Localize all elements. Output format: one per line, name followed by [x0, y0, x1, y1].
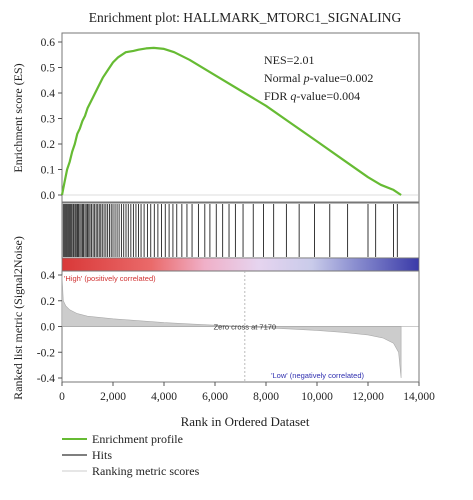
rank-color-bar — [61, 257, 420, 272]
es-y-tick-label: 0.1 — [41, 165, 56, 177]
x-axis: 0 2,000 4,000 6,000 8,000 10,000 12,000 14,000 — [59, 382, 435, 403]
es-y-tick-label: 0.6 — [41, 37, 56, 49]
es-y-axis: 0.0 0.1 0.2 0.3 0.4 0.5 0.6 — [41, 37, 419, 202]
legend-label: Enrichment profile — [92, 432, 183, 446]
x-tick-label: 14,000 — [403, 391, 435, 403]
x-tick-label: 4,000 — [151, 391, 177, 403]
ranked-y-tick-label: 0.0 — [41, 322, 56, 334]
ranked-y-tick-label: -0.2 — [37, 347, 55, 359]
enrichment-profile-line — [60, 46, 402, 196]
ranked-y-axis-label: Ranked list metric (Signal2Noise) — [11, 236, 25, 400]
x-tick-label: 12,000 — [352, 391, 384, 403]
legend: Enrichment profile Hits Ranking metric sco… — [62, 432, 200, 478]
x-tick-label: 6,000 — [202, 391, 228, 403]
es-y-tick-label: 0.0 — [41, 190, 56, 202]
ranked-y-tick-label: 0.2 — [41, 296, 56, 308]
x-axis-label: Rank in Ordered Dataset — [181, 414, 310, 429]
ranked-metric-group: Zero cross at 7170 — [61, 271, 419, 382]
es-y-tick-label: 0.2 — [41, 139, 56, 151]
legend-label: Hits — [92, 448, 112, 462]
es-curve-group — [60, 46, 402, 196]
high-label: 'High' (positively correlated) — [64, 274, 156, 283]
nes-annotation: NES=2.01 — [264, 53, 314, 67]
es-y-axis-label: Enrichment score (ES) — [11, 63, 25, 172]
hits-group — [62, 204, 398, 257]
zero-cross-label: Zero cross at 7170 — [214, 323, 277, 332]
legend-label: Ranking metric scores — [92, 464, 200, 478]
pvalue-annotation: Normal p-value=0.002 — [264, 71, 373, 85]
chart-title: Enrichment plot: HALLMARK_MTORC1_SIGNALI… — [89, 10, 402, 25]
x-tick-label: 0 — [59, 391, 65, 403]
ranked-y-tick-label: -0.4 — [37, 373, 55, 385]
x-tick-label: 10,000 — [301, 391, 333, 403]
es-y-tick-label: 0.4 — [41, 88, 56, 100]
x-tick-label: 8,000 — [253, 391, 279, 403]
hits-panel-frame — [61, 202, 420, 259]
es-y-tick-label: 0.3 — [41, 114, 56, 126]
ranked-y-axis: 0.4 0.2 0.0 -0.2 -0.4 — [37, 270, 62, 385]
es-panel-frame — [61, 32, 420, 203]
x-tick-label: 2,000 — [100, 391, 126, 403]
low-label: 'Low' (negatively correlated) — [271, 371, 364, 380]
ranked-y-tick-label: 0.4 — [41, 270, 56, 282]
fdr-annotation: FDR q-value=0.004 — [264, 89, 360, 103]
es-y-tick-label: 0.5 — [41, 63, 56, 75]
